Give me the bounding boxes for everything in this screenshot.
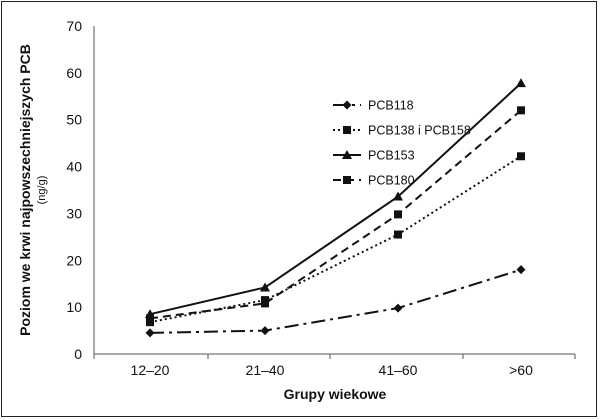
legend-label: PCB153 bbox=[368, 149, 415, 163]
series-pcb118 bbox=[145, 265, 526, 338]
y-tick-label: 0 bbox=[74, 346, 82, 362]
y-axis-title-text: Poziom we krwi najpowszechniejszych PCB bbox=[17, 44, 33, 336]
series-line bbox=[149, 109, 522, 320]
legend-item: PCB118 bbox=[333, 99, 414, 113]
legend-item: PCB180 bbox=[333, 174, 415, 188]
series-line bbox=[149, 82, 522, 316]
y-axis-unit: (ng/g) bbox=[36, 176, 48, 205]
y-tick-labels: 0 10 20 30 40 50 60 70 bbox=[66, 18, 82, 362]
data-point bbox=[516, 78, 526, 88]
data-point bbox=[394, 230, 402, 239]
x-tick-label: 21–40 bbox=[246, 362, 285, 378]
series-pcb153 bbox=[145, 78, 526, 319]
data-point bbox=[343, 126, 351, 134]
legend-item: PCB138 i PCB158 bbox=[333, 124, 471, 138]
y-tick-label: 70 bbox=[66, 18, 82, 34]
x-axis-title: Grupy wiekowe bbox=[284, 386, 387, 402]
data-point bbox=[516, 265, 526, 275]
legend: PCB118 PCB138 i PCB158 PCB153 PCB180 bbox=[333, 99, 471, 188]
x-tick-label: 41–60 bbox=[379, 362, 418, 378]
series-lines bbox=[145, 78, 526, 338]
data-point bbox=[260, 282, 270, 292]
x-tick-label: >60 bbox=[509, 362, 533, 378]
data-point bbox=[393, 303, 403, 313]
legend-label: PCB118 bbox=[368, 99, 414, 113]
series-line bbox=[149, 155, 522, 324]
data-point bbox=[393, 191, 403, 201]
data-point bbox=[517, 106, 525, 115]
legend-label: PCB138 i PCB158 bbox=[368, 124, 471, 138]
data-point bbox=[146, 314, 154, 323]
data-point bbox=[517, 152, 525, 161]
y-tick-label: 60 bbox=[66, 65, 82, 81]
data-point bbox=[261, 299, 269, 308]
axes bbox=[93, 26, 575, 355]
legend-label: PCB180 bbox=[368, 174, 415, 188]
series-pcb180 bbox=[146, 106, 525, 323]
series-line bbox=[149, 268, 522, 334]
x-tick-label: 12–20 bbox=[131, 362, 170, 378]
y-axis-title: Poziom we krwi najpowszechniejszych PCB bbox=[17, 44, 33, 336]
data-point bbox=[145, 328, 155, 338]
y-tick-label: 40 bbox=[66, 159, 82, 175]
data-point bbox=[343, 176, 351, 184]
data-point bbox=[260, 326, 270, 336]
data-point bbox=[394, 210, 402, 219]
x-tick-labels: 12–20 21–40 41–60 >60 bbox=[93, 354, 576, 378]
y-tick-label: 10 bbox=[66, 299, 82, 315]
y-tick-label: 50 bbox=[66, 112, 82, 128]
legend-item: PCB153 bbox=[333, 149, 415, 163]
data-point bbox=[342, 150, 352, 159]
y-tick-label: 20 bbox=[66, 252, 82, 268]
y-tick-label: 30 bbox=[66, 205, 82, 221]
data-point bbox=[342, 100, 352, 110]
